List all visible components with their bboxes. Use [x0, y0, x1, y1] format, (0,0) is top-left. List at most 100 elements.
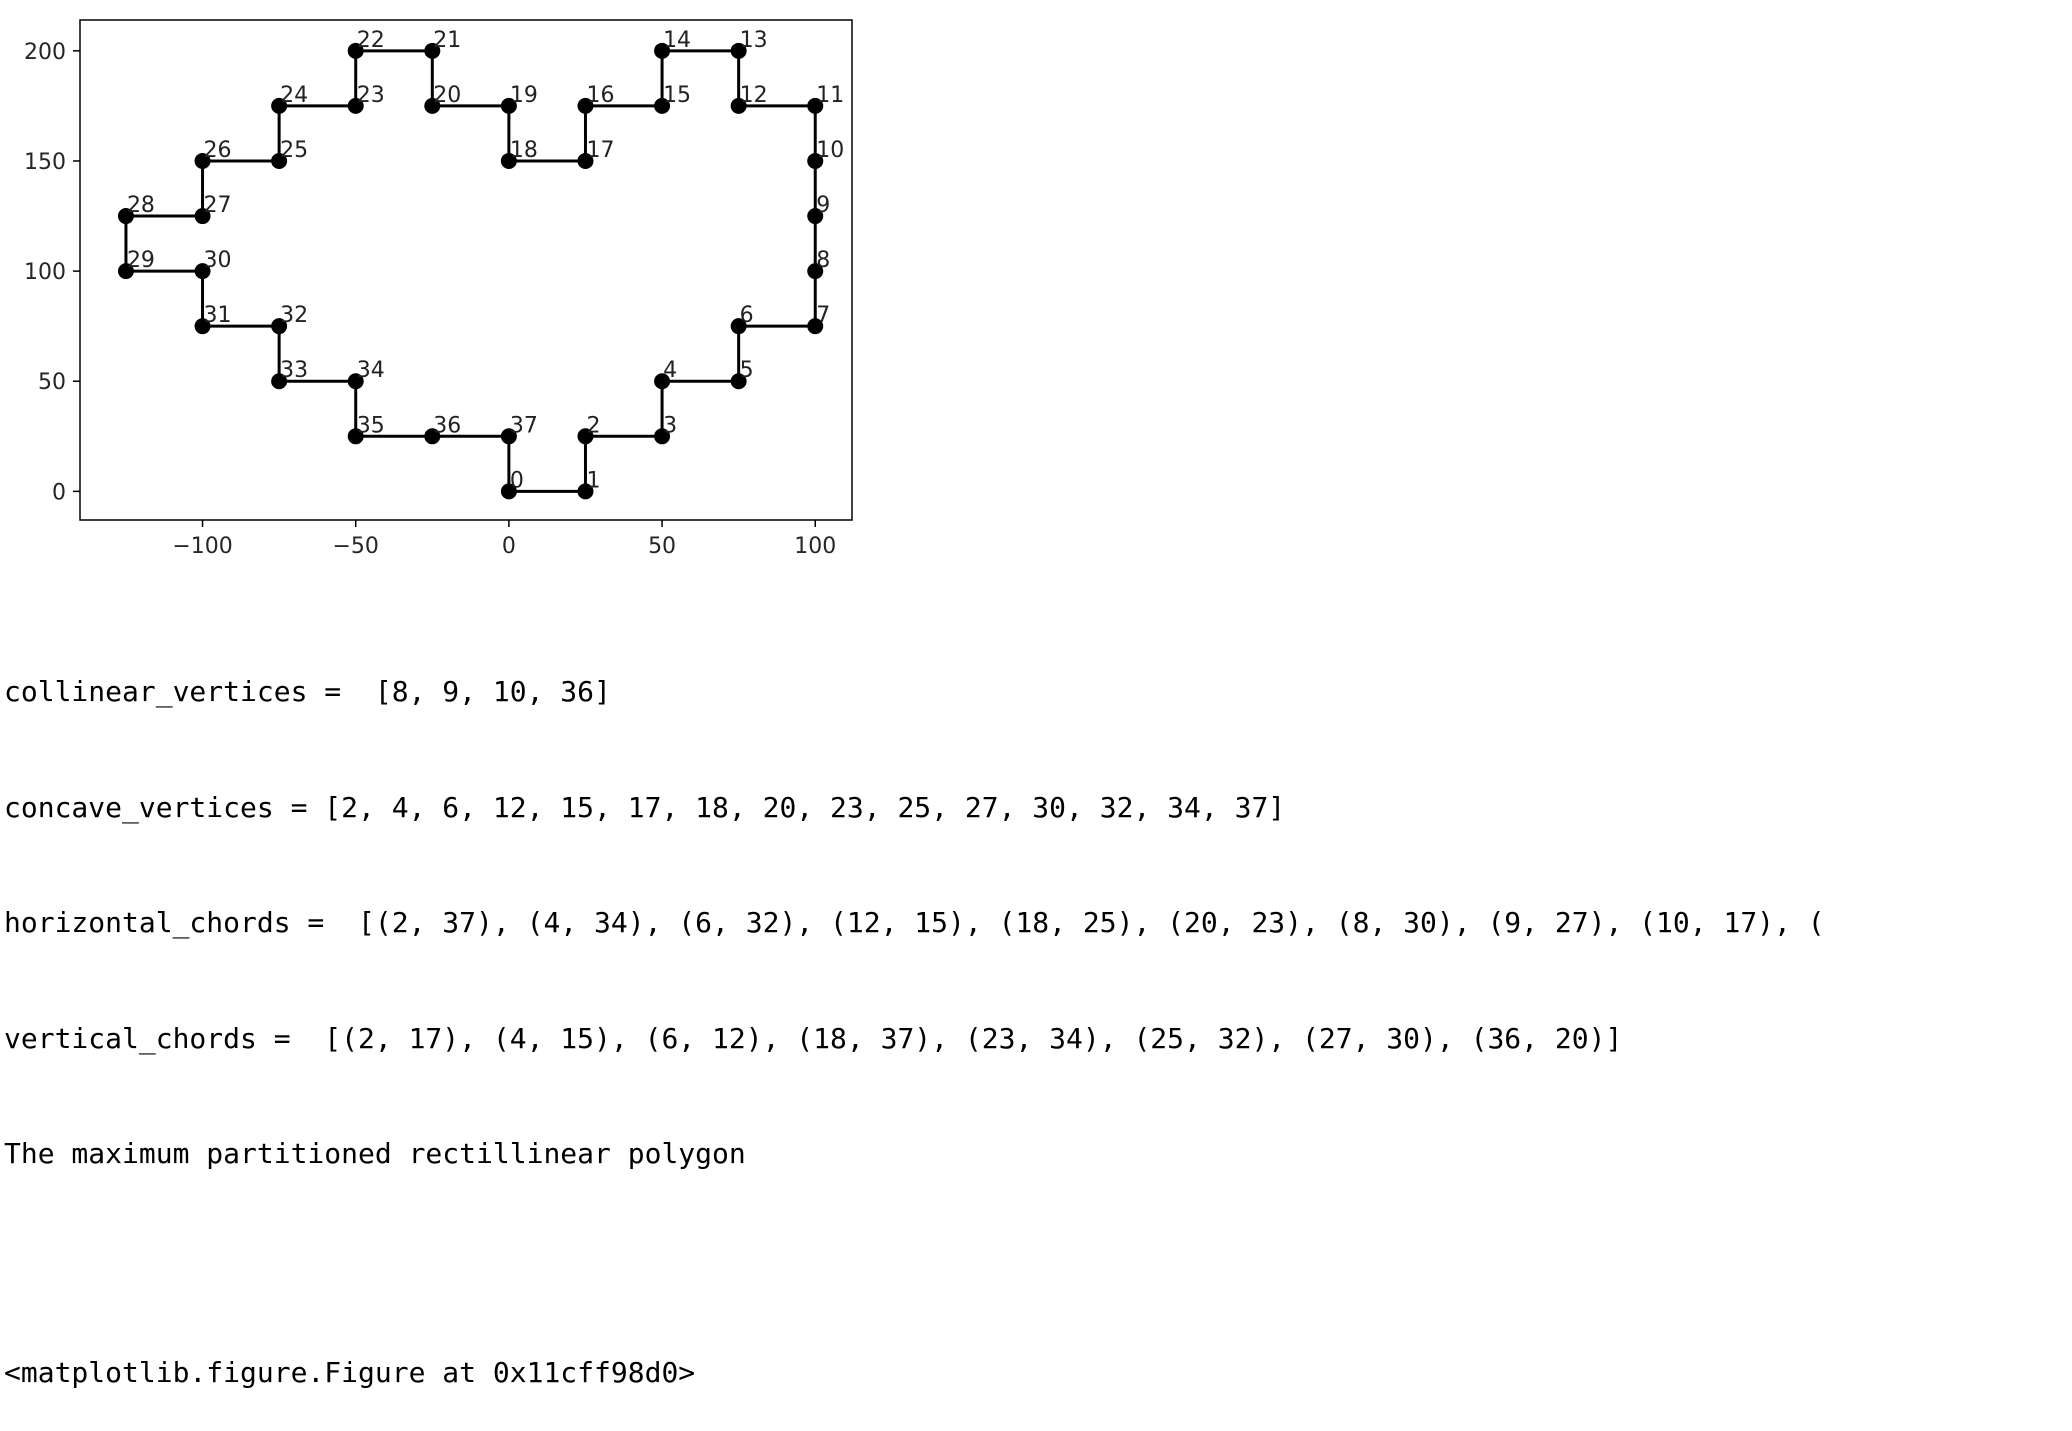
vertex-label: 34: [357, 358, 385, 383]
vertex-marker: [271, 97, 288, 114]
vertex-label: 27: [204, 193, 232, 218]
vertex-label: 29: [127, 248, 155, 273]
vertex-marker: [347, 373, 364, 390]
x-tick-label: 100: [794, 534, 836, 559]
vertex-label: 19: [510, 83, 538, 108]
vertex-label: 13: [740, 28, 768, 53]
polygon-plot: 0 12 34 56 789101112131415161718192021222324…: [24, 19, 853, 559]
vertex-label: 31: [204, 303, 232, 328]
vertex-marker: [654, 373, 671, 390]
vertex-marker: [424, 428, 441, 445]
vertex-marker: [271, 152, 288, 169]
figure-repr: <matplotlib.figure.Figure at 0x11cff98d0…: [4, 1355, 696, 1389]
vertex-marker: [347, 428, 364, 445]
axes-frame: [79, 19, 853, 521]
vertex-label: 24: [280, 83, 308, 108]
vertex-marker: [194, 318, 211, 335]
vertex-marker: [347, 42, 364, 59]
vertex-marker: [500, 428, 517, 445]
vertex-marker: [194, 152, 211, 169]
vertex-label: 25: [280, 138, 308, 163]
vertex-marker: [347, 97, 364, 114]
vertex-marker: [730, 42, 747, 59]
vertex-label: 12: [740, 83, 768, 108]
vertex-label: 28: [127, 193, 155, 218]
x-tick-label: −50: [332, 534, 378, 559]
vertex-marker: [654, 42, 671, 59]
y-tick-label: 100: [24, 260, 66, 285]
vertex-marker: [730, 318, 747, 335]
x-axis-ticks: −100 −50 0 50 100: [172, 520, 836, 559]
vertex-label: 30: [204, 248, 232, 273]
vertex-marker: [807, 208, 824, 225]
vertex-label: 7: [816, 303, 830, 328]
vertex-marker: [807, 152, 824, 169]
output-spacer: [4, 1251, 1825, 1277]
vertex-label: 11: [816, 83, 844, 108]
vertex-label: 32: [280, 303, 308, 328]
vertex-label: 17: [586, 138, 614, 163]
result-message: The maximum partitioned rectillinear pol…: [4, 1137, 746, 1170]
collinear-vertices-line: collinear_vertices = [8, 9, 10, 36]: [4, 675, 611, 708]
polygon-vertices: [117, 42, 824, 500]
vertex-marker: [194, 208, 211, 225]
vertex-label: 1: [586, 468, 600, 493]
vertex-labels: 0 12 34 56 789101112131415161718192021222324…: [127, 28, 844, 494]
vertex-marker: [117, 263, 134, 280]
vertex-label: 2: [586, 413, 600, 438]
vertex-label: 9: [816, 193, 830, 218]
vertex-label: 36: [433, 413, 461, 438]
vertex-marker: [500, 97, 517, 114]
vertex-label: 33: [280, 358, 308, 383]
y-tick-label: 50: [38, 370, 66, 395]
y-tick-label: 0: [52, 480, 66, 505]
vertex-marker: [424, 97, 441, 114]
vertex-marker: [577, 428, 594, 445]
vertex-label: 4: [663, 358, 677, 383]
vertical-chords-line: vertical_chords = [(2, 17), (4, 15), (6,…: [4, 1021, 1623, 1055]
concave-vertices-line: concave_vertices = [2, 4, 6, 12, 15, 17,…: [4, 790, 1286, 824]
polygon-edges: [124, 49, 817, 493]
x-tick-label: −100: [172, 534, 232, 559]
vertex-marker: [117, 208, 134, 225]
x-tick-label: 0: [502, 534, 516, 559]
y-tick-label: 150: [24, 150, 66, 175]
vertex-label: 22: [357, 28, 385, 53]
vertex-marker: [654, 97, 671, 114]
vertex-label: 20: [433, 83, 461, 108]
vertex-marker: [577, 152, 594, 169]
vertex-marker: [271, 318, 288, 335]
vertex-marker: [271, 373, 288, 390]
y-tick-label: 200: [24, 40, 66, 65]
vertex-label: 18: [510, 138, 538, 163]
vertex-label: 0: [510, 468, 524, 493]
vertex-marker: [194, 263, 211, 280]
vertex-label: 14: [663, 28, 691, 53]
cell-output: collinear_vertices = [8, 9, 10, 36] conc…: [4, 596, 1825, 1431]
vertex-label: 23: [357, 83, 385, 108]
vertex-marker: [500, 152, 517, 169]
vertex-marker: [807, 318, 824, 335]
vertex-marker: [424, 42, 441, 59]
horizontal-chords-line: horizontal_chords = [(2, 37), (4, 34), (…: [4, 906, 1825, 939]
vertex-marker: [730, 373, 747, 390]
vertex-label: 10: [816, 138, 844, 163]
vertex-label: 6: [740, 303, 754, 328]
x-tick-label: 50: [648, 534, 676, 559]
vertex-marker: [500, 483, 517, 500]
vertex-label: 26: [204, 138, 232, 163]
vertex-label: 35: [357, 413, 385, 438]
vertex-marker: [577, 97, 594, 114]
vertex-label: 8: [816, 248, 830, 273]
vertex-marker: [807, 263, 824, 280]
vertex-label: 3: [663, 413, 677, 438]
vertex-marker: [654, 428, 671, 445]
y-axis-ticks: 0 50 100 150 200: [24, 40, 80, 505]
vertex-marker: [807, 97, 824, 114]
vertex-label: 5: [740, 358, 754, 383]
vertex-label: 16: [586, 83, 614, 108]
vertex-marker: [730, 97, 747, 114]
vertex-label: 15: [663, 83, 691, 108]
vertex-label: 37: [510, 413, 538, 438]
vertex-label: 21: [433, 28, 461, 53]
